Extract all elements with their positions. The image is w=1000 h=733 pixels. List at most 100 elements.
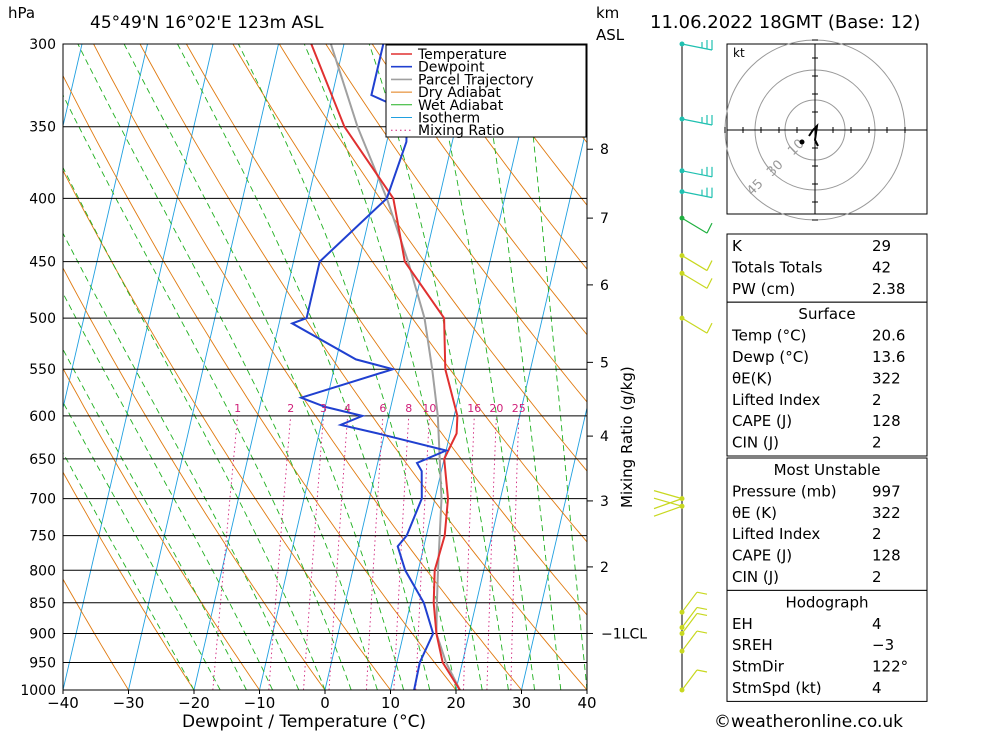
dry-adiabat-line <box>63 471 195 690</box>
mixing-ratio-line <box>415 415 430 690</box>
height-tick-label: 4 <box>600 429 609 445</box>
wind-barb <box>681 272 713 289</box>
isotherm-line <box>324 44 476 690</box>
temperature-line <box>310 44 461 690</box>
hodograph-box <box>726 43 928 215</box>
isotherm-line <box>193 44 345 690</box>
wet-adiabat-line <box>478 44 562 690</box>
wind-barb <box>653 490 683 510</box>
mixing-ratio-line <box>486 415 497 690</box>
dry-adiabat-line <box>63 578 129 690</box>
pressure-tick-label: 300 <box>29 37 56 53</box>
hodograph-unit: kt <box>733 46 745 60</box>
mixing-ratio-line <box>212 415 239 690</box>
dry-adiabat-line <box>418 44 587 270</box>
pressure-tick-label: 750 <box>29 529 56 545</box>
wind-barb <box>681 166 713 178</box>
mixing-ratio-line <box>510 415 520 690</box>
index-value: 13.6 <box>872 348 905 366</box>
hpa-label: hPa <box>8 4 35 22</box>
storm-motion-dot <box>799 139 805 145</box>
index-label: Dewp (°C) <box>732 348 809 366</box>
legend-label: Temperature <box>417 47 507 63</box>
dry-adiabat-line <box>185 44 587 616</box>
dry-adiabat-line <box>63 169 391 690</box>
isotherm-line <box>390 44 541 690</box>
indices-section-title: Most Unstable <box>774 461 881 479</box>
wind-barb <box>681 591 708 613</box>
index-value: 128 <box>872 547 901 565</box>
index-value: 2.38 <box>872 280 905 298</box>
isotherm-line <box>0 44 17 690</box>
wet-adiabat-line <box>177 44 431 690</box>
index-label: CIN (J) <box>732 568 779 586</box>
wind-barb <box>681 317 713 334</box>
index-label: CAPE (J) <box>732 547 792 565</box>
index-value: 322 <box>872 369 901 387</box>
wet-adiabat-line <box>522 44 587 690</box>
index-label: PW (cm) <box>732 280 795 298</box>
wind-barb <box>681 217 713 234</box>
temperature-tick-label: 20 <box>446 694 465 712</box>
pressure-tick-label: 450 <box>29 255 56 271</box>
index-value: 4 <box>872 615 882 633</box>
asl-label: ASL <box>596 26 625 44</box>
temperature-tick-label: −40 <box>47 694 79 712</box>
wet-adiabat-line <box>123 44 405 690</box>
mixing-ratio-line <box>328 415 349 690</box>
index-label: θE (K) <box>732 504 777 522</box>
pressure-tick-label: 950 <box>29 656 56 672</box>
mixing-ratio-label: 10 <box>422 402 436 415</box>
height-tick-label: 5 <box>600 355 609 371</box>
wind-barb <box>681 606 708 628</box>
index-label: Pressure (mb) <box>732 482 837 500</box>
indices-box <box>726 301 928 457</box>
wind-barb <box>653 497 683 517</box>
mixing-ratio-labels: 1 2 3 4 6 8 10 16 20 25 <box>234 402 526 415</box>
temperature-tick-label: −20 <box>178 694 210 712</box>
isotherm-line <box>63 44 214 690</box>
index-value: 2 <box>872 525 882 543</box>
index-label: EH <box>732 615 753 633</box>
dewpoint-line <box>289 44 450 690</box>
pressure-tick-label: 350 <box>29 120 56 136</box>
location-title: 45°49'N 16°02'E 123m ASL <box>90 13 324 33</box>
index-value: 4 <box>872 679 882 697</box>
height-tick-label: 3 <box>600 494 609 510</box>
isotherm-line <box>586 688 587 690</box>
profile-series <box>289 44 461 690</box>
pressure-tick-label: 550 <box>29 362 56 378</box>
mixing-ratio-label: 8 <box>405 402 412 415</box>
indices-box <box>726 457 928 591</box>
legend-label: Dry Adiabat <box>418 85 501 101</box>
index-value: 128 <box>872 412 901 430</box>
mixing-ratio-label: 1 <box>234 402 241 415</box>
height-tick-label: 8 <box>600 142 609 158</box>
pressure-tick-label: 600 <box>29 409 56 425</box>
index-value: 997 <box>872 482 901 500</box>
temperature-tick-label: 40 <box>577 694 596 712</box>
height-axis: 8 7 6 5 4 3 2 −1LCL <box>587 142 647 643</box>
indices-box <box>726 589 928 702</box>
index-label: θE(K) <box>732 369 772 387</box>
wind-barb <box>681 669 708 691</box>
mixing-ratio-label: 25 <box>512 402 526 415</box>
pressure-tick-label: 500 <box>29 311 56 327</box>
temperature-tick-label: 30 <box>512 694 531 712</box>
temperature-tick-label: −10 <box>244 694 276 712</box>
mixing-ratio-line <box>268 415 292 690</box>
index-value: 42 <box>872 258 891 276</box>
pressure-axis: 300 350 400 450 500 550 600 650 700 750 800 850 900 9… <box>20 37 56 699</box>
x-axis-label: Dewpoint / Temperature (°C) <box>182 712 426 732</box>
pressure-tick-label: 800 <box>29 563 56 579</box>
wind-barb <box>681 187 713 199</box>
mixing-ratio-label: 4 <box>344 402 351 415</box>
temperature-axis: −40 −30 −20 −10 0 10 20 30 40 <box>47 690 597 712</box>
wet-adiabat-line <box>77 44 378 690</box>
index-label: SREH <box>732 636 773 654</box>
height-tick-label: 6 <box>600 278 609 294</box>
